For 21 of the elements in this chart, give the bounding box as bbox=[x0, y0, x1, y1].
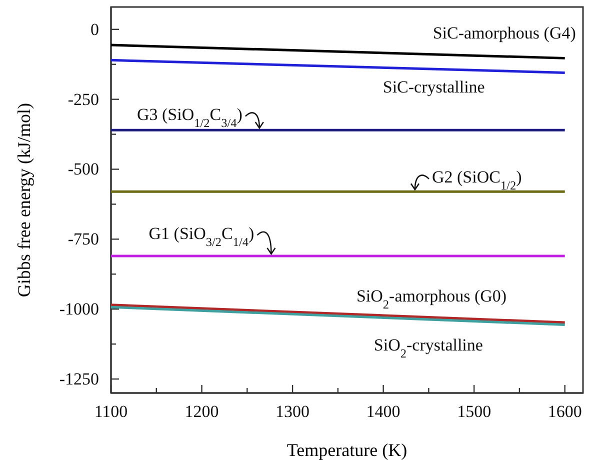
y-axis-title: Gibbs free energy (kJ/mol) bbox=[14, 102, 34, 298]
series-label: G2 (SiOC$_{1/2}$) bbox=[432, 168, 522, 193]
y-tick-label: -500 bbox=[68, 160, 99, 179]
y-tick-label: -1000 bbox=[59, 300, 99, 319]
series-label: SiC-crystalline bbox=[382, 78, 485, 97]
y-tick-label: 0 bbox=[90, 20, 99, 39]
x-tick-label: 1200 bbox=[184, 402, 219, 422]
series-label: SiO$_{2}$-crystalline bbox=[374, 335, 483, 360]
y-tick-label: -750 bbox=[68, 230, 99, 249]
series-label: G3 (SiO$_{1/2}$C$_{3/4}$) bbox=[136, 105, 242, 130]
y-tick-label: -250 bbox=[68, 90, 99, 109]
x-tick-label: 1600 bbox=[548, 402, 582, 422]
y-tick-label: -1250 bbox=[59, 369, 99, 388]
x-tick-label: 1500 bbox=[457, 402, 492, 422]
series-label: SiO$_{2}$-amorphous (G0) bbox=[356, 286, 507, 312]
x-axis-title: Temperature (K) bbox=[286, 440, 408, 460]
x-tick-label: 1400 bbox=[366, 402, 400, 422]
series-label: SiC-amorphous (G4) bbox=[432, 24, 576, 43]
x-tick-label: 1300 bbox=[276, 402, 310, 422]
x-tick-label: 1100 bbox=[94, 402, 128, 422]
series-label: G1 (SiO$_{3/2}$C$_{1/4}$) bbox=[148, 224, 254, 249]
